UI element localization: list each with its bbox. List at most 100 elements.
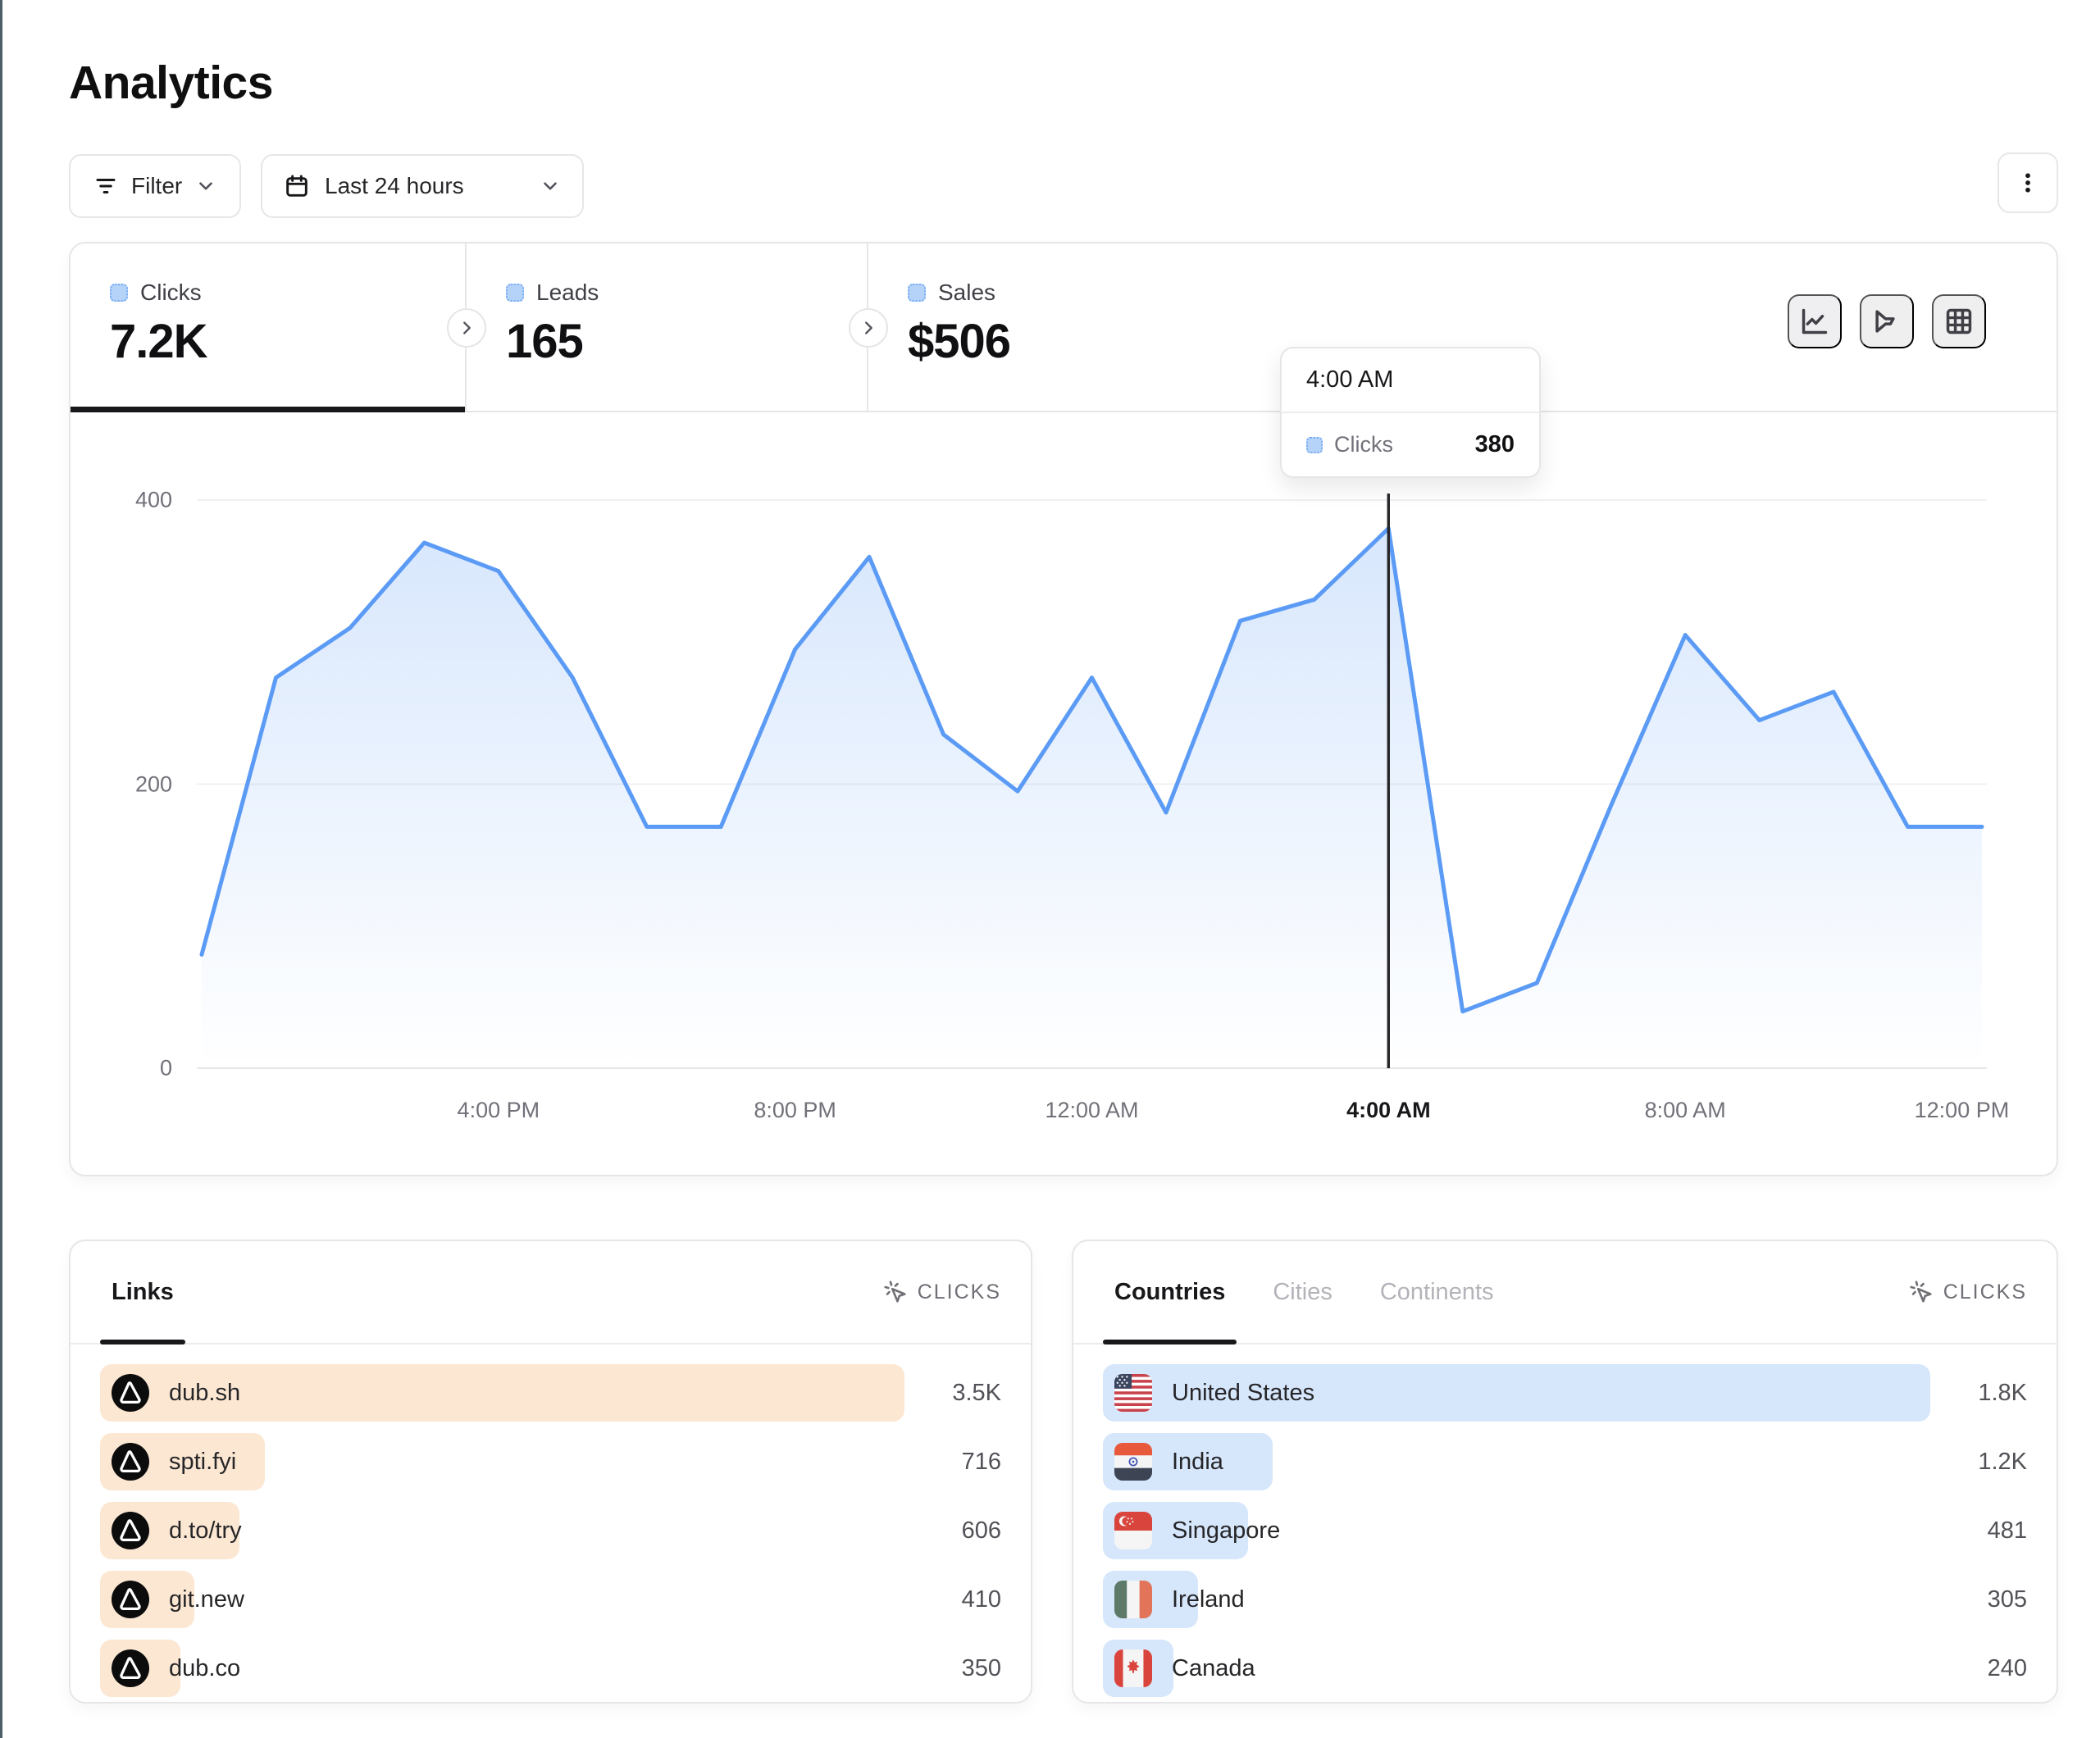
row-label: spti.fyi	[169, 1448, 237, 1475]
y-axis-label: 400	[134, 487, 172, 512]
flag-ie-icon	[1114, 1581, 1152, 1618]
x-axis-label: 8:00 AM	[1644, 1098, 1726, 1122]
dub-logo-icon	[112, 1581, 149, 1618]
clicks-legend-icon	[1306, 436, 1323, 453]
filter-icon	[93, 174, 118, 198]
row-value: 1.8K	[1978, 1379, 2027, 1406]
x-axis-label: 8:00 PM	[754, 1098, 836, 1122]
row-value: 606	[961, 1517, 1001, 1544]
countries-metric-selector[interactable]: CLICKS	[1909, 1280, 2027, 1304]
row-value: 305	[1987, 1586, 2027, 1613]
chart-control-line-chart[interactable]	[1788, 294, 1842, 348]
links-row-d-to-try[interactable]: d.to/try 606	[100, 1502, 1001, 1559]
chart-tooltip: 4:00 AM Clicks 380	[1280, 347, 1541, 478]
stat-legend-icon	[908, 284, 926, 302]
clicks-area-chart[interactable]	[197, 494, 1987, 1069]
x-axis-label: 4:00 AM	[1346, 1098, 1431, 1122]
chevron-down-icon	[540, 175, 561, 197]
links-metric-selector[interactable]: CLICKS	[883, 1280, 1001, 1304]
analytics-chart-card: Clicks 7.2K Leads 165 Sales $506 400 200 0 4:00…	[69, 242, 2058, 1176]
stat-legend-icon	[506, 284, 524, 302]
date-range-label: Last 24 hours	[325, 173, 464, 198]
tooltip-time: 4:00 AM	[1282, 348, 1539, 413]
metric-label: CLICKS	[1943, 1280, 2027, 1304]
row-label: Ireland	[1172, 1586, 1245, 1613]
chevron-down-icon	[195, 175, 216, 197]
cursor-click-icon	[1909, 1280, 1934, 1304]
row-label: dub.sh	[169, 1379, 241, 1406]
countries-row-canada[interactable]: Canada 240	[1103, 1640, 2027, 1697]
y-axis-label: 200	[134, 771, 172, 796]
dub-logo-icon	[112, 1443, 149, 1481]
calendar-icon	[284, 173, 310, 199]
dub-logo-icon	[112, 1649, 149, 1687]
x-axis-label: 4:00 PM	[457, 1098, 540, 1122]
filter-button-label: Filter	[131, 173, 183, 198]
flag-ca-icon	[1114, 1649, 1152, 1687]
dub-logo-icon	[112, 1374, 149, 1412]
row-label: Singapore	[1172, 1517, 1281, 1544]
row-value: 481	[1987, 1517, 2027, 1544]
row-label: Canada	[1172, 1654, 1255, 1681]
expand-stat-button-2[interactable]	[849, 308, 888, 348]
links-row-git-new[interactable]: git.new 410	[100, 1571, 1001, 1628]
row-label: git.new	[169, 1586, 244, 1613]
value-bar	[1103, 1364, 1930, 1422]
active-tab-indicator	[71, 407, 465, 412]
stat-label: Clicks	[140, 280, 202, 305]
metric-label: CLICKS	[917, 1280, 1001, 1304]
links-panel: Links CLICKS dub.sh 3.5K spti.fyi 716 d.to/try…	[69, 1240, 1032, 1704]
links-tabs: Links	[100, 1241, 185, 1344]
row-value: 410	[961, 1586, 1001, 1613]
more-options-button[interactable]	[1998, 152, 2058, 213]
chart-control-table-grid[interactable]	[1932, 294, 1986, 348]
row-value: 240	[1987, 1654, 2027, 1681]
stat-label: Sales	[938, 280, 996, 305]
stat-label: Leads	[536, 280, 599, 305]
x-axis-label: 12:00 AM	[1045, 1098, 1139, 1122]
row-label: d.to/try	[169, 1517, 242, 1544]
countries-row-india[interactable]: India 1.2K	[1103, 1433, 2027, 1490]
flag-in-icon	[1114, 1443, 1152, 1481]
countries-row-singapore[interactable]: Singapore 481	[1103, 1502, 2027, 1559]
funnel-icon	[1871, 306, 1902, 337]
kebab-menu-icon	[2016, 171, 2040, 195]
filter-button[interactable]: Filter	[69, 154, 242, 218]
links-row-dub-sh[interactable]: dub.sh 3.5K	[100, 1364, 1001, 1422]
countries-tabs: Countries Cities Continents	[1103, 1241, 1506, 1344]
flag-sg-icon	[1114, 1512, 1152, 1549]
cursor-click-icon	[883, 1280, 908, 1304]
chart-control-funnel[interactable]	[1860, 294, 1914, 348]
tooltip-series: Clicks	[1334, 432, 1393, 457]
dub-logo-icon	[112, 1512, 149, 1549]
y-axis-label: 0	[159, 1055, 172, 1081]
row-value: 1.2K	[1978, 1448, 2027, 1475]
x-axis-labels: 4:00 PM 8:00 PM 12:00 AM 4:00 AM 8:00 AM 12:0…	[197, 1098, 2010, 1131]
row-value: 350	[961, 1654, 1001, 1681]
window-edge	[0, 0, 2, 1738]
stat-tab-clicks[interactable]: Clicks 7.2K	[71, 243, 467, 412]
tab-continents[interactable]: Continents	[1379, 1278, 1494, 1305]
chevron-right-icon	[859, 319, 877, 337]
countries-panel: Countries Cities Continents CLICKS United St…	[1072, 1240, 2058, 1704]
tab-links[interactable]: Links	[100, 1241, 185, 1344]
stat-tab-sales[interactable]: Sales $506	[868, 243, 2057, 411]
links-row-spti-fyi[interactable]: spti.fyi 716	[100, 1433, 1001, 1490]
tab-cities[interactable]: Cities	[1273, 1278, 1332, 1305]
line-chart-icon	[1799, 306, 1830, 337]
date-range-button[interactable]: Last 24 hours	[261, 154, 584, 218]
stat-value: $506	[908, 315, 1011, 368]
x-axis-label: 12:00 PM	[1914, 1098, 2010, 1122]
row-label: India	[1172, 1448, 1223, 1475]
value-bar	[100, 1364, 904, 1422]
row-value: 716	[961, 1448, 1001, 1475]
tab-countries[interactable]: Countries	[1103, 1241, 1237, 1344]
links-row-dub-co[interactable]: dub.co 350	[100, 1640, 1001, 1697]
expand-stat-button-1[interactable]	[447, 308, 486, 348]
countries-row-ireland[interactable]: Ireland 305	[1103, 1571, 2027, 1628]
row-label: United States	[1172, 1379, 1315, 1406]
tooltip-value: 380	[1474, 431, 1515, 457]
stat-tab-leads[interactable]: Leads 165	[467, 243, 868, 411]
chart-type-controls	[1788, 294, 1986, 348]
countries-row-united-states[interactable]: United States 1.8K	[1103, 1364, 2027, 1422]
